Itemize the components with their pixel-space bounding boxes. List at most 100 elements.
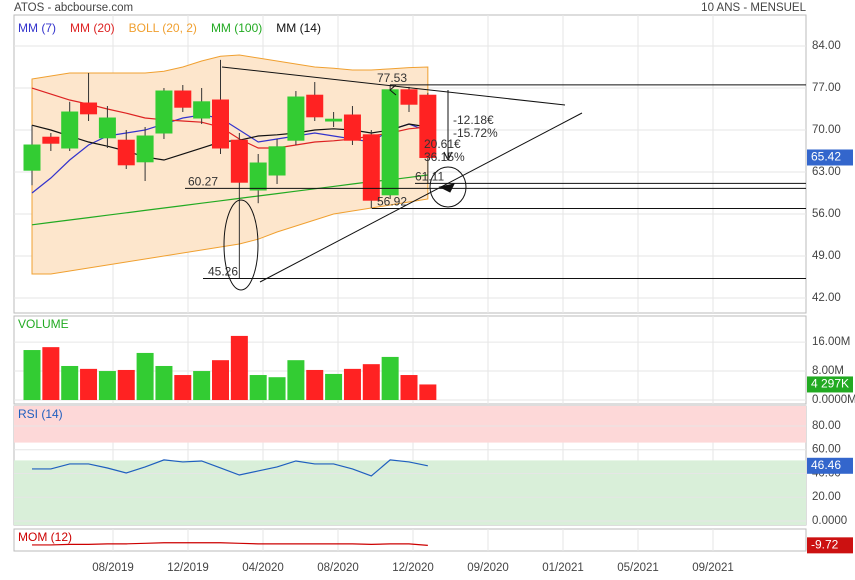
candle-body [117,139,135,166]
volume-bar [61,365,79,401]
volume-bar [419,384,437,401]
arrow-head [389,84,397,96]
annotation: 20.61€ [424,137,461,151]
level-label: 61.11 [415,170,444,184]
volume-bar [306,369,324,401]
arrow-head [443,151,453,162]
bollinger-band [31,54,429,275]
y-tick-label: 0.0000M [812,394,855,406]
panel-title: RSI (14) [18,407,63,421]
y-tick-label: 8.00M [812,365,844,377]
trendline [259,112,583,283]
zone [14,460,806,525]
volume-bar [98,371,116,401]
volume-bar [174,375,192,401]
volume-bar [212,360,229,401]
level-label: 56.92 [377,195,407,209]
mom-panel [13,528,807,552]
volume-bar [362,364,380,401]
ellipse [429,166,467,208]
volume-bar [117,369,135,401]
x-tick-label: 12/2020 [392,562,434,574]
candle-body [249,162,267,191]
panel-title: VOLUME [18,317,69,331]
volume-bar [325,373,343,401]
last-value: 46.46 [811,458,841,472]
candle-body [400,89,418,105]
y-tick-label: 84.00 [812,40,841,52]
x-tick-label: 09/2020 [467,562,509,574]
volume-bar [193,371,211,401]
zone [14,406,806,443]
legend-entry: BOLL (20, 2) [129,21,197,35]
volume-bar [343,368,361,401]
y-tick-label: 49.00 [812,250,841,262]
volume-bar [268,377,286,401]
arrow-head [438,183,455,193]
candle-body [268,146,286,176]
annotation: -12.18€ [453,113,494,127]
last-value: 65.42 [811,150,841,164]
candle-body [230,139,248,183]
candle-body [193,101,211,119]
x-tick-label: 08/2020 [317,562,359,574]
candle-body [42,136,60,144]
legend-entry: MM (100) [211,21,262,35]
candle-body [80,102,98,115]
candle-body [155,90,173,134]
x-tick-label: 01/2021 [542,562,584,574]
indicator-line [32,459,428,477]
y-tick-label: 0.0000 [812,515,847,527]
last-value-box [807,457,853,474]
moving-average [31,87,428,149]
level-label: 45.26 [208,265,238,279]
volume-bar [42,347,60,401]
moving-average [31,123,428,161]
annotation: -15.72% [453,126,498,140]
y-tick-label: 80.00 [812,420,841,432]
volume-bar [249,375,267,401]
candle-body [343,114,361,141]
last-value-box [807,376,853,393]
y-tick-label: 63.00 [812,166,841,178]
y-tick-label: 42.00 [812,292,841,304]
indicator-line [32,542,428,546]
ellipse [223,199,259,291]
y-tick-label: 16.00M [812,336,850,348]
candle-body [212,99,229,149]
x-tick-label: 04/2020 [242,562,284,574]
volume-bar [230,335,248,401]
candle-body [174,90,192,108]
subtitle: 10 ANS - MENSUEL [701,2,806,14]
last-value-box [807,537,853,554]
candle-body [136,135,154,163]
candle-body [362,134,380,201]
candle-body [287,96,305,141]
volume-bar [155,365,173,401]
volume-bar [287,360,305,401]
level-label: 60.27 [188,175,218,189]
candle-body [325,118,343,122]
y-tick-label: 77.00 [812,82,841,94]
y-tick-label: 56.00 [812,208,841,220]
x-tick-label: 12/2019 [167,562,209,574]
candle-body [381,89,399,196]
legend-entry: MM (14) [276,21,321,35]
y-tick-label: 20.00 [812,491,841,503]
y-tick-label: 70.00 [812,124,841,136]
legend-entry: MM (7) [18,21,56,35]
level-label: 77.53 [377,71,407,85]
last-value-box [807,149,853,166]
moving-average [31,174,428,226]
trendline [221,66,566,106]
volume-bar [80,368,98,401]
last-value: -9.72 [811,538,839,552]
candle-body [23,144,41,171]
title: ATOS - abcbourse.com [14,2,133,14]
volume-bar [23,350,41,401]
x-tick-label: 08/2019 [92,562,134,574]
candle-body [419,94,437,158]
x-tick-label: 09/2021 [692,562,734,574]
last-value: 4 297K [811,377,849,391]
